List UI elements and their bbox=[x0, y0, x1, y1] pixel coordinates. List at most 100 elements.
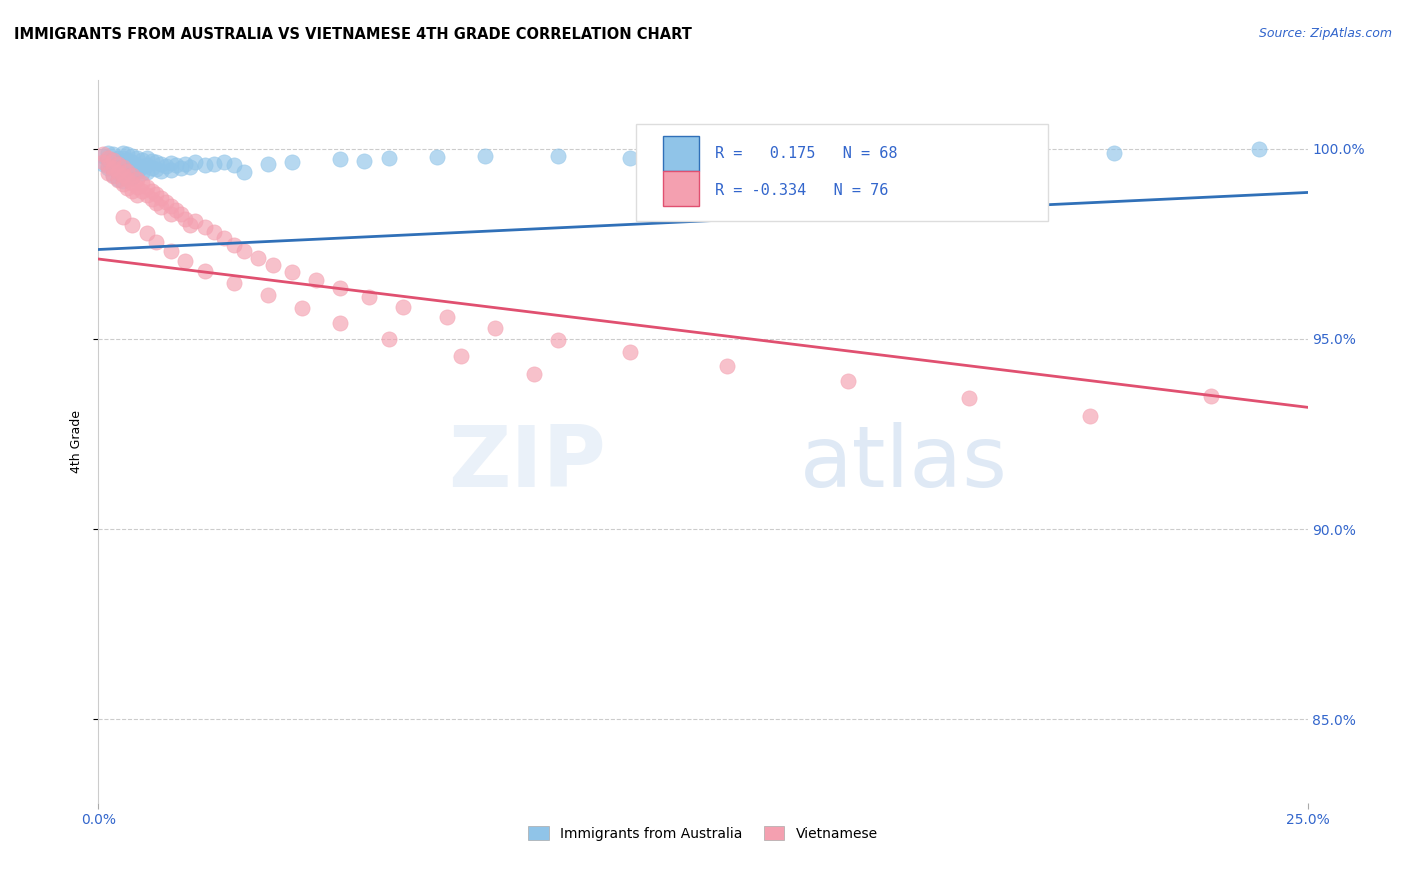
Point bbox=[145, 155, 167, 169]
Point bbox=[97, 161, 120, 175]
Point bbox=[247, 252, 270, 266]
Point bbox=[135, 158, 157, 172]
Point bbox=[107, 172, 129, 186]
Point bbox=[117, 172, 139, 186]
Point bbox=[117, 180, 139, 194]
Point bbox=[155, 194, 177, 209]
Point bbox=[117, 153, 139, 168]
Point bbox=[174, 157, 197, 171]
Point bbox=[160, 244, 183, 259]
Point bbox=[145, 195, 167, 210]
Point bbox=[127, 158, 149, 172]
Point bbox=[716, 359, 738, 374]
Point bbox=[222, 237, 245, 252]
Text: R = -0.334   N = 76: R = -0.334 N = 76 bbox=[716, 183, 889, 198]
Point bbox=[290, 301, 312, 316]
Point bbox=[179, 160, 201, 174]
Point bbox=[160, 156, 183, 170]
Legend: Immigrants from Australia, Vietnamese: Immigrants from Australia, Vietnamese bbox=[523, 821, 883, 847]
Point bbox=[145, 161, 167, 176]
Point bbox=[117, 161, 139, 175]
Point bbox=[121, 162, 143, 177]
Point bbox=[111, 177, 134, 191]
Point bbox=[145, 187, 167, 202]
Point bbox=[194, 219, 217, 234]
Point bbox=[121, 155, 143, 169]
Point bbox=[91, 149, 114, 163]
Point bbox=[107, 157, 129, 171]
Point bbox=[329, 316, 352, 330]
Point bbox=[141, 192, 163, 206]
Point bbox=[101, 153, 124, 168]
Point bbox=[131, 166, 153, 180]
Point bbox=[135, 151, 157, 165]
Point bbox=[131, 184, 153, 198]
Point bbox=[91, 157, 114, 171]
Point bbox=[111, 160, 134, 174]
Point bbox=[377, 151, 399, 165]
Point bbox=[107, 164, 129, 178]
Point bbox=[619, 151, 641, 165]
Bar bbox=[664, 136, 699, 170]
Point bbox=[111, 166, 134, 180]
Point bbox=[281, 155, 304, 169]
Point bbox=[716, 147, 738, 161]
FancyBboxPatch shape bbox=[637, 124, 1047, 221]
Point bbox=[97, 153, 120, 168]
Point bbox=[329, 280, 352, 294]
Point bbox=[150, 163, 173, 178]
Point bbox=[169, 161, 191, 175]
Text: R =   0.175   N = 68: R = 0.175 N = 68 bbox=[716, 146, 897, 161]
Bar bbox=[664, 171, 699, 206]
Point bbox=[184, 155, 207, 169]
Point bbox=[212, 155, 235, 169]
Point bbox=[97, 159, 120, 173]
Point bbox=[392, 300, 415, 314]
Text: Source: ZipAtlas.com: Source: ZipAtlas.com bbox=[1258, 27, 1392, 40]
Point bbox=[204, 157, 226, 171]
Point bbox=[474, 148, 496, 162]
Point bbox=[127, 151, 149, 165]
Point bbox=[121, 218, 143, 232]
Point bbox=[117, 163, 139, 178]
Point bbox=[97, 145, 120, 160]
Point bbox=[111, 145, 134, 160]
Point bbox=[135, 164, 157, 178]
Point bbox=[184, 214, 207, 228]
Y-axis label: 4th Grade: 4th Grade bbox=[70, 410, 83, 473]
Point bbox=[160, 199, 183, 213]
Point bbox=[484, 321, 506, 335]
Point bbox=[150, 200, 173, 214]
Point bbox=[426, 150, 449, 164]
Point bbox=[111, 210, 134, 224]
Point bbox=[101, 169, 124, 183]
Point bbox=[150, 157, 173, 171]
Point bbox=[523, 367, 546, 381]
Point bbox=[131, 153, 153, 168]
Point bbox=[135, 179, 157, 194]
Point bbox=[1249, 142, 1271, 156]
Point bbox=[107, 151, 129, 165]
Point bbox=[121, 184, 143, 198]
Point bbox=[232, 244, 254, 259]
Point bbox=[135, 188, 157, 202]
Point bbox=[91, 147, 114, 161]
Point bbox=[169, 207, 191, 221]
Point bbox=[353, 153, 375, 168]
Point bbox=[837, 146, 859, 161]
Point bbox=[121, 176, 143, 190]
Text: ZIP: ZIP bbox=[449, 422, 606, 505]
Point bbox=[174, 212, 197, 227]
Point bbox=[262, 258, 284, 272]
Point bbox=[281, 265, 304, 279]
Point bbox=[957, 147, 980, 161]
Point bbox=[141, 153, 163, 168]
Point bbox=[127, 164, 149, 178]
Point bbox=[111, 159, 134, 173]
Point bbox=[160, 207, 183, 221]
Point bbox=[222, 276, 245, 290]
Point bbox=[212, 231, 235, 245]
Point bbox=[174, 253, 197, 268]
Point bbox=[837, 375, 859, 389]
Point bbox=[97, 151, 120, 165]
